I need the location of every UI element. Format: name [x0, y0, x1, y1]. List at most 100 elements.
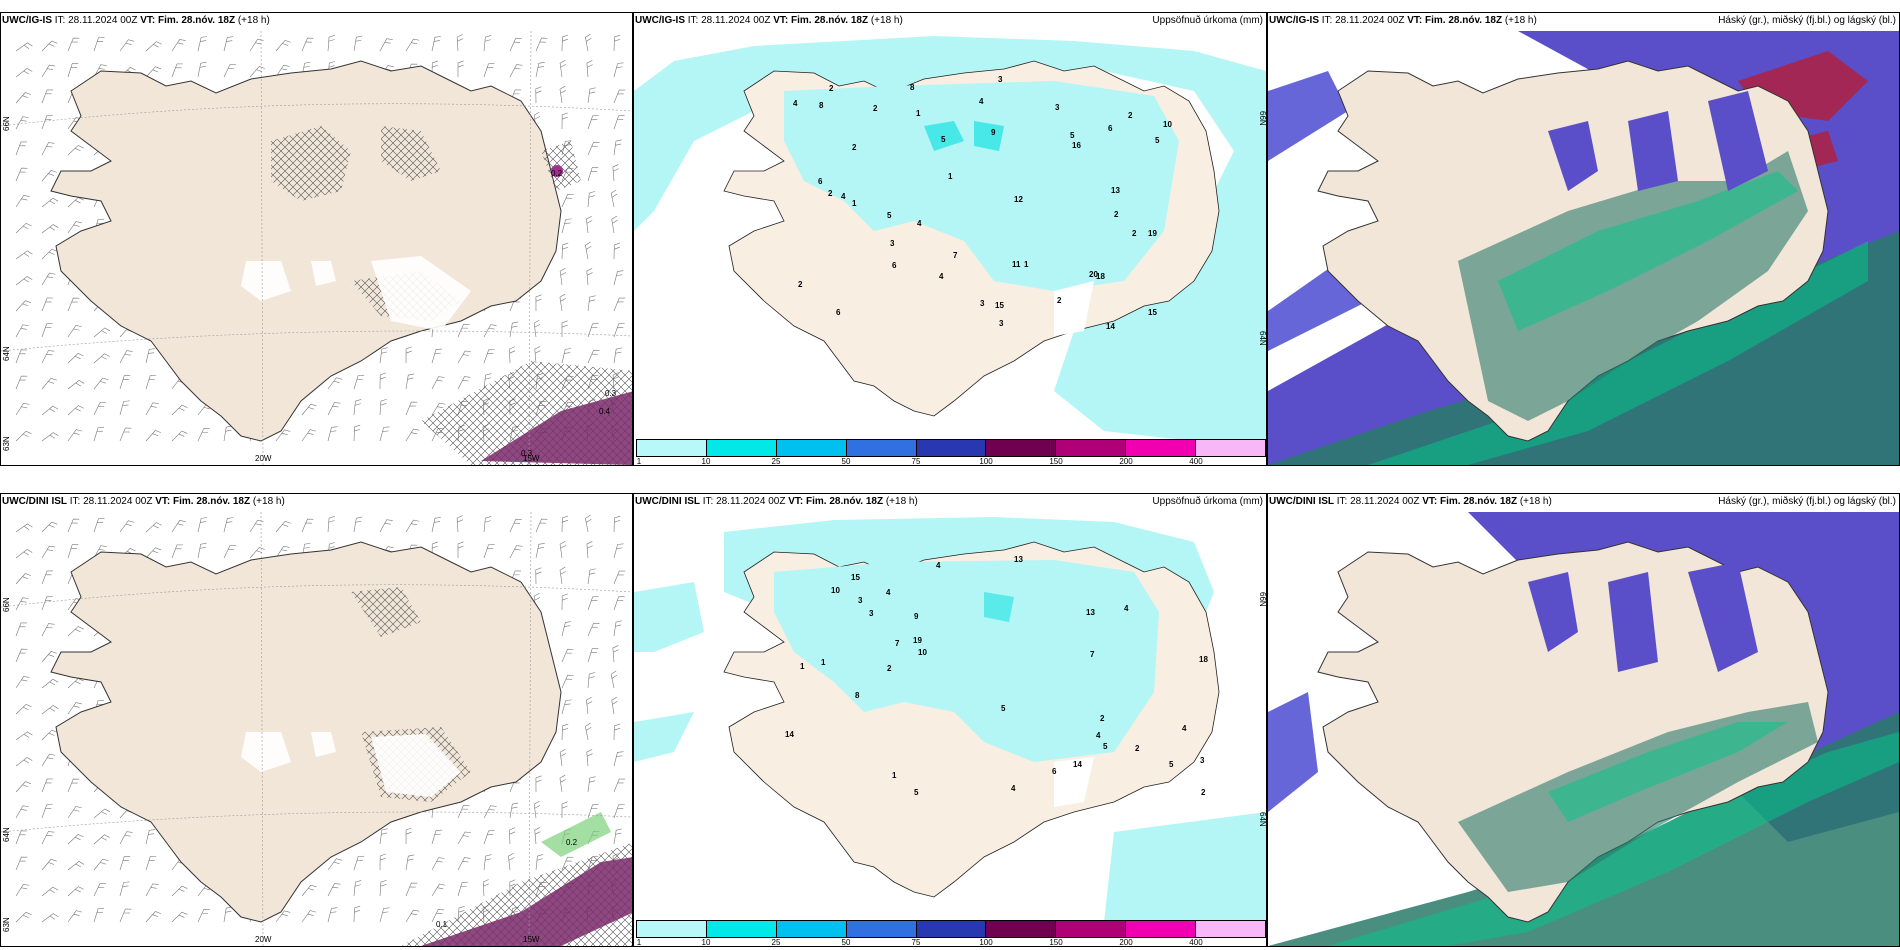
wind-barb [67, 626, 84, 637]
wind-barb [509, 518, 522, 533]
wind-barb [119, 855, 131, 871]
wind-barb [93, 37, 105, 52]
wind-barb [457, 881, 469, 897]
wind-barb [197, 427, 210, 442]
precip-value: 1 [892, 771, 897, 780]
colorbar-tick: 1 [636, 938, 642, 947]
wind-barb [249, 66, 265, 78]
wind-barb [93, 353, 110, 364]
wind-barb [93, 907, 105, 923]
precip-value: 8 [910, 83, 915, 92]
precip-value: 15 [995, 301, 1004, 310]
wind-barb [119, 350, 133, 364]
wind-barb [15, 68, 33, 78]
precip-value: 3 [869, 609, 874, 618]
wind-barb [561, 648, 574, 663]
precip-value: 2 [1135, 744, 1140, 753]
wind-barb [223, 425, 233, 442]
wind-barb [379, 347, 388, 364]
wind-barb [353, 905, 361, 923]
wind-barb [119, 520, 135, 533]
wind-barb [586, 268, 593, 286]
wind-barb [41, 170, 57, 182]
wind-barb [93, 518, 105, 533]
lat-label-66n: 66N [2, 597, 11, 612]
wind-barb [41, 272, 56, 286]
colorbar-cell [776, 440, 847, 456]
colorbar-cell [916, 921, 987, 937]
wind-barb [613, 515, 621, 533]
wind-barb [509, 545, 523, 559]
model-name: UWC/DINI ISL [635, 496, 700, 507]
wind-barb [559, 85, 566, 104]
wind-barb [15, 349, 28, 364]
wind-barb [197, 908, 210, 923]
wind-barb [613, 751, 624, 767]
precip-value: 3 [858, 596, 863, 605]
wind-barb [613, 115, 625, 130]
wind-barb [561, 34, 569, 52]
wind-barb [171, 544, 183, 559]
colorbar-cell [1196, 921, 1266, 937]
wind-barb [353, 516, 363, 533]
lat-label-66n: 66N [2, 116, 11, 131]
wind-barb [431, 857, 445, 871]
wind-barb [611, 696, 618, 715]
colorbar-ticks: 1 10 25 50 75 100 150 200 400 [636, 457, 1266, 466]
wind-barb [15, 402, 30, 416]
init-time: IT: 28.11.2024 00Z [687, 15, 771, 26]
colorbar-cell [637, 440, 707, 456]
wind-barb [431, 376, 445, 390]
wind-barb [613, 570, 626, 585]
wind-barb [15, 597, 29, 611]
wind-barb [301, 403, 317, 416]
lat-label-63n: 63N [2, 917, 11, 932]
contour-label: 0.2 [566, 838, 578, 847]
lon-label-15w: 15W [523, 454, 540, 463]
wind-barb [197, 517, 208, 533]
wind-barb [431, 517, 441, 533]
wind-barb [41, 858, 57, 871]
wind-barb [561, 801, 568, 819]
wind-barb [67, 833, 84, 845]
precip-value: 4 [917, 219, 922, 228]
wind-barb [457, 541, 464, 559]
wind-barb [327, 402, 341, 416]
wind-barb [327, 516, 335, 533]
wind-barb [586, 60, 593, 78]
model-name: UWC/DINI ISL [1269, 496, 1334, 507]
wind-barb [15, 622, 28, 637]
precip-value: 8 [855, 691, 860, 700]
wind-barb [613, 139, 622, 156]
wind-barb [41, 64, 56, 78]
wind-barb [171, 39, 186, 52]
precip-value: 14 [1073, 760, 1082, 769]
wind-barb [613, 723, 621, 741]
wind-barb [586, 541, 593, 559]
wind-barb [301, 37, 314, 52]
precip-value: 2 [1201, 788, 1206, 797]
colorbar-tick: 200 [1119, 457, 1133, 466]
panel-precip-igis: UWC/IG-IS IT: 28.11.2024 00Z VT: Fim. 28… [633, 12, 1267, 466]
wind-barb [41, 350, 55, 364]
colorbar-cell [1126, 921, 1197, 937]
wind-barb [456, 515, 463, 533]
precip-value: 5 [1169, 760, 1174, 769]
wind-barb [431, 36, 441, 52]
wind-barb [41, 729, 58, 741]
wind-barb [41, 596, 53, 611]
wind-barb [41, 545, 56, 559]
wind-barb [15, 703, 32, 715]
wind-barb [533, 800, 541, 819]
colorbar-tick: 100 [979, 938, 993, 947]
wind-barb [93, 545, 107, 559]
precip-map: 1423459101318191413155101476842252473451… [634, 517, 1266, 922]
wind-barb [533, 319, 541, 338]
wind-barb [405, 909, 420, 923]
colorbar-cell [1196, 440, 1266, 456]
precip-value: 18 [1199, 655, 1208, 664]
precip-value: 4 [1124, 604, 1129, 613]
wind-barb [67, 678, 84, 689]
wind-barb [509, 37, 522, 52]
wind-barb [301, 518, 314, 533]
